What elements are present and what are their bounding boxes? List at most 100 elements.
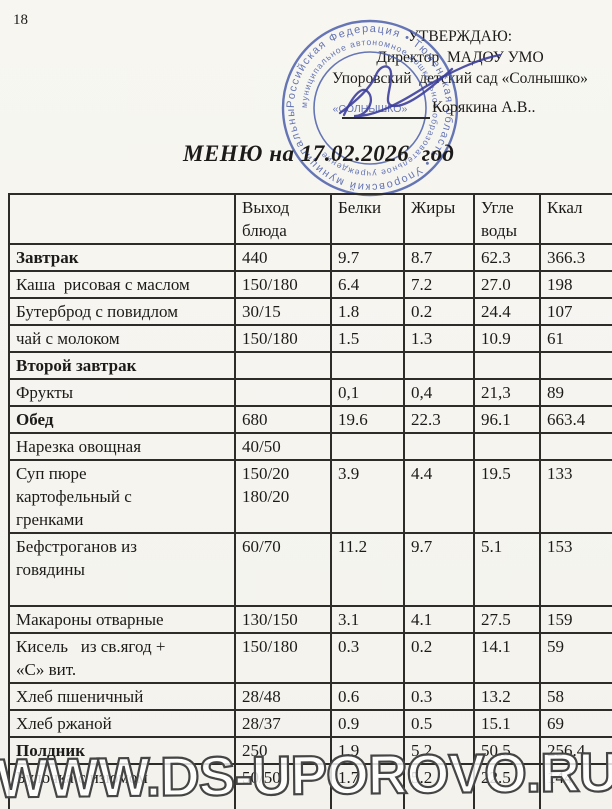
- column-header-fat: Жиры: [403, 193, 475, 245]
- protein-cell: 1.8: [330, 297, 405, 326]
- dish-name-cell: Хлеб пшеничный: [8, 682, 236, 711]
- dish-name-cell: Полдник: [8, 736, 236, 765]
- carbs-cell: [473, 432, 541, 461]
- protein-cell: 0.9: [330, 709, 405, 738]
- output-cell: 50/50: [234, 763, 332, 809]
- protein-cell: [330, 432, 405, 461]
- protein-cell: 0,1: [330, 378, 405, 407]
- menu-row: Полдник 250 1.9 5.2 50.5 256.4: [8, 736, 612, 765]
- fat-cell: 22.3: [403, 405, 475, 434]
- menu-header-row: Выход блюда Белки Жиры Угле воды Ккал: [8, 193, 612, 245]
- menu-table-body: Завтрак 440 9.7 8.7 62.3 366.3 Каша рисо…: [8, 243, 612, 809]
- dish-name-cell: Второй завтрак: [8, 351, 236, 380]
- output-cell: 680: [234, 405, 332, 434]
- approval-line-3: Упоровский детский сад «Солнышко»: [332, 70, 588, 87]
- watermark-text: WWW.DS-UPOROVO.RU: [0, 740, 612, 809]
- dish-name-cell: Каша рисовая с маслом: [8, 270, 236, 299]
- carbs-cell: 15.1: [473, 709, 541, 738]
- output-cell: [234, 351, 332, 380]
- output-cell: 30/15: [234, 297, 332, 326]
- column-header-carbs: Угле воды: [473, 193, 541, 245]
- kcal-cell: 153: [539, 532, 612, 607]
- carbs-cell: 27.5: [473, 605, 541, 634]
- menu-row: Обед 680 19.6 22.3 96.1 663.4: [8, 405, 612, 434]
- signatory-name: Корякина А.В..: [432, 99, 536, 116]
- carbs-cell: 96.1: [473, 405, 541, 434]
- dish-name-cell: Хлеб ржаной: [8, 709, 236, 738]
- menu-row: Каша рисовая с маслом 150/180 6.4 7.2 27…: [8, 270, 612, 299]
- output-cell: [234, 378, 332, 407]
- carbs-cell: [473, 351, 541, 380]
- protein-cell: 1.7: [330, 763, 405, 809]
- fat-cell: 5.2: [403, 763, 475, 809]
- carbs-cell: 19.5: [473, 459, 541, 534]
- dish-name-cell: Суп пюре картофельный с гренками: [8, 459, 236, 534]
- menu-row: чай с молоком 150/180 1.5 1.3 10.9 61: [8, 324, 612, 353]
- kcal-cell: 144: [539, 763, 612, 809]
- protein-cell: 9.7: [330, 243, 405, 272]
- carbs-cell: 22.5: [473, 763, 541, 809]
- output-cell: 150/180: [234, 270, 332, 299]
- dish-name-cell: Бутерброд с повидлом: [8, 297, 236, 326]
- menu-row: Булочка с изюмом 50/50 1.7 5.2 22.5 144: [8, 763, 612, 809]
- fat-cell: 1.3: [403, 324, 475, 353]
- protein-cell: 19.6: [330, 405, 405, 434]
- fat-cell: 0.2: [403, 632, 475, 684]
- signature-scribble-icon: [338, 53, 502, 118]
- kcal-cell: 133: [539, 459, 612, 534]
- kcal-cell: 663.4: [539, 405, 612, 434]
- column-header-dish: [8, 193, 236, 245]
- carbs-cell: 13.2: [473, 682, 541, 711]
- protein-cell: 0.3: [330, 632, 405, 684]
- protein-cell: 3.1: [330, 605, 405, 634]
- output-cell: 150/20 180/20: [234, 459, 332, 534]
- fat-cell: [403, 351, 475, 380]
- output-cell: 250: [234, 736, 332, 765]
- menu-row: Завтрак 440 9.7 8.7 62.3 366.3: [8, 243, 612, 272]
- column-header-kcal: Ккал: [539, 193, 612, 245]
- fat-cell: 5.2: [403, 736, 475, 765]
- fat-cell: 4.1: [403, 605, 475, 634]
- protein-cell: 11.2: [330, 532, 405, 607]
- fat-cell: 9.7: [403, 532, 475, 607]
- dish-name-cell: Фрукты: [8, 378, 236, 407]
- dish-name-cell: Обед: [8, 405, 236, 434]
- approval-block: УТВЕРЖДАЮ: Директор МАДОУ УМО Упоровский…: [318, 26, 602, 89]
- dish-name-cell: чай с молоком: [8, 324, 236, 353]
- kcal-cell: 198: [539, 270, 612, 299]
- carbs-cell: 62.3: [473, 243, 541, 272]
- kcal-cell: [539, 351, 612, 380]
- carbs-cell: 21,3: [473, 378, 541, 407]
- menu-table: Выход блюда Белки Жиры Угле воды Ккал За…: [8, 193, 612, 809]
- output-cell: 130/150: [234, 605, 332, 634]
- signature-line: [342, 117, 430, 119]
- approval-line-1: УТВЕРЖДАЮ:: [407, 28, 513, 45]
- kcal-cell: 107: [539, 297, 612, 326]
- fat-cell: 0.2: [403, 297, 475, 326]
- carbs-cell: 5.1: [473, 532, 541, 607]
- dish-name-cell: Кисель из св.ягод + «С» вит.: [8, 632, 236, 684]
- kcal-cell: 256.4: [539, 736, 612, 765]
- approval-line-2: Директор МАДОУ УМО: [376, 49, 544, 66]
- protein-cell: [330, 351, 405, 380]
- fat-cell: 4.4: [403, 459, 475, 534]
- menu-row: Бефстроганов из говядины 60/70 11.2 9.7 …: [8, 532, 612, 607]
- kcal-cell: 159: [539, 605, 612, 634]
- protein-cell: 3.9: [330, 459, 405, 534]
- menu-row: Хлеб ржаной 28/37 0.9 0.5 15.1 69: [8, 709, 612, 738]
- fat-cell: 0.5: [403, 709, 475, 738]
- menu-title: МЕНЮ на 17.02.2026 год: [183, 141, 455, 166]
- carbs-cell: 14.1: [473, 632, 541, 684]
- column-header-protein: Белки: [330, 193, 405, 245]
- dish-name-cell: Макароны отварные: [8, 605, 236, 634]
- protein-cell: 1.5: [330, 324, 405, 353]
- dish-name-cell: Бефстроганов из говядины: [8, 532, 236, 607]
- carbs-cell: 50.5: [473, 736, 541, 765]
- dish-name-cell: Нарезка овощная: [8, 432, 236, 461]
- output-cell: 28/37: [234, 709, 332, 738]
- protein-cell: 1.9: [330, 736, 405, 765]
- output-cell: 40/50: [234, 432, 332, 461]
- menu-row: Макароны отварные 130/150 3.1 4.1 27.5 1…: [8, 605, 612, 634]
- dish-name-cell: Завтрак: [8, 243, 236, 272]
